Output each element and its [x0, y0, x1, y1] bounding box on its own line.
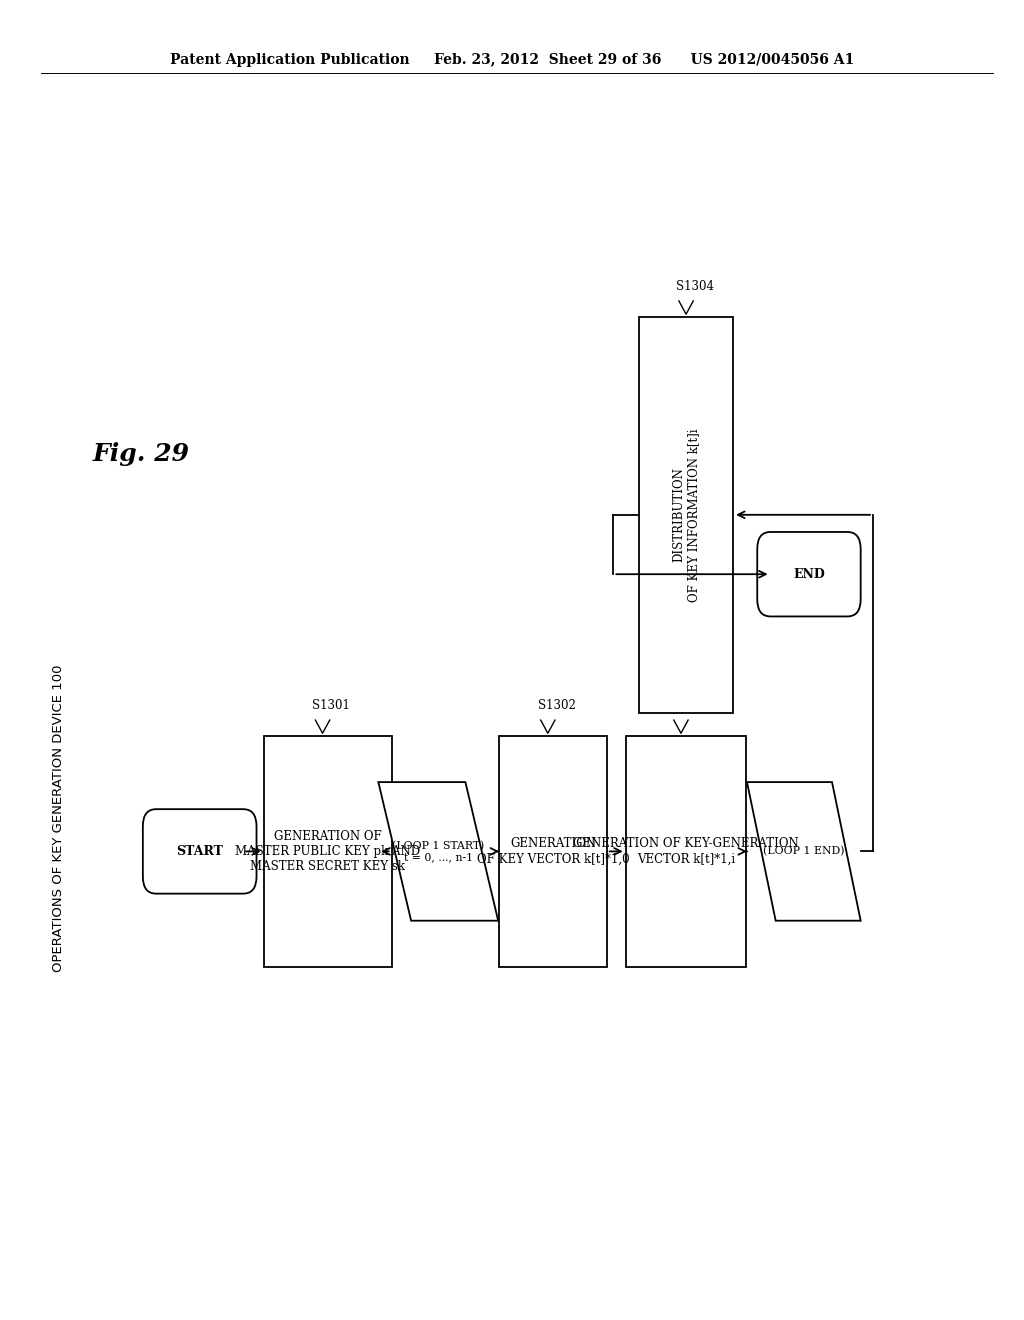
- Text: (LOOP 1 END): (LOOP 1 END): [763, 846, 845, 857]
- FancyBboxPatch shape: [758, 532, 860, 616]
- Text: GENERATION
OF KEY VECTOR k[t]*1,0: GENERATION OF KEY VECTOR k[t]*1,0: [476, 837, 630, 866]
- Polygon shape: [379, 781, 499, 921]
- Bar: [264, 737, 391, 966]
- Text: Fig. 29: Fig. 29: [92, 442, 189, 466]
- Polygon shape: [748, 781, 860, 921]
- Text: S1304: S1304: [676, 280, 714, 293]
- Text: Patent Application Publication     Feb. 23, 2012  Sheet 29 of 36      US 2012/00: Patent Application Publication Feb. 23, …: [170, 53, 854, 67]
- Bar: [626, 737, 746, 966]
- Text: OPERATIONS OF KEY GENERATION DEVICE 100: OPERATIONS OF KEY GENERATION DEVICE 100: [52, 665, 65, 972]
- Text: DISTRIBUTION
OF KEY INFORMATION k[t]i: DISTRIBUTION OF KEY INFORMATION k[t]i: [672, 428, 700, 602]
- Text: GENERATION OF KEY-GENERATION
VECTOR k[t]*1,i: GENERATION OF KEY-GENERATION VECTOR k[t]…: [573, 837, 799, 866]
- Text: START: START: [176, 845, 223, 858]
- Text: S1301: S1301: [312, 700, 350, 713]
- FancyBboxPatch shape: [142, 809, 256, 894]
- Text: S1302: S1302: [538, 700, 575, 713]
- Bar: [500, 737, 606, 966]
- Text: GENERATION OF
MASTER PUBLIC KEY pk AND
MASTER SECRET KEY sk: GENERATION OF MASTER PUBLIC KEY pk AND M…: [236, 830, 420, 873]
- Text: S1303: S1303: [671, 700, 709, 713]
- Bar: [639, 317, 733, 713]
- Text: END: END: [793, 568, 825, 581]
- Text: (LOOP 1 START)
t = 0, ..., n-1: (LOOP 1 START) t = 0, ..., n-1: [392, 841, 484, 862]
